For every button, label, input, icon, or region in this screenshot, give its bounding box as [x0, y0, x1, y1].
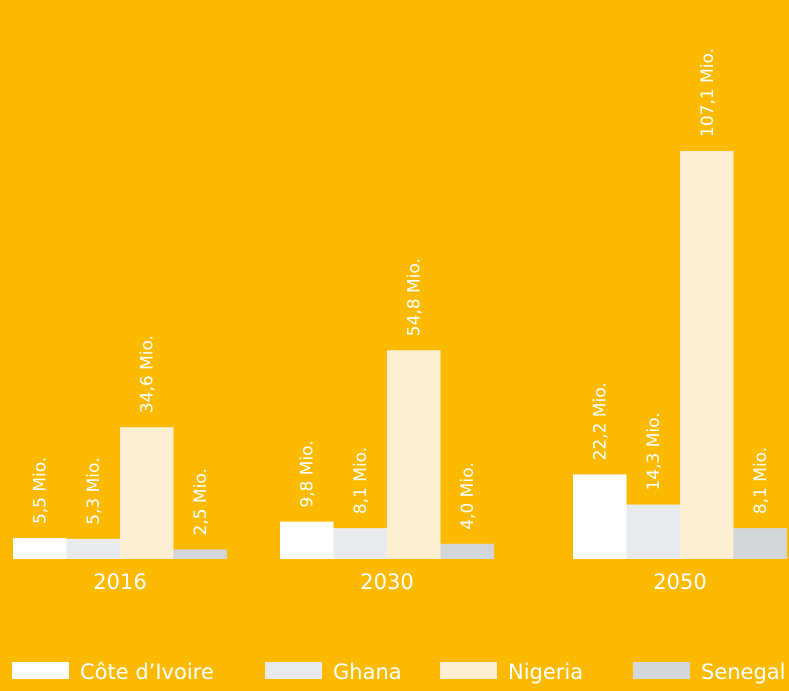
value-label-ghana-2050: 14,3 Mio. — [644, 412, 664, 490]
bar-ghana-2016 — [67, 539, 121, 559]
value-label-cote-d-ivoire-2016: 5,5 Mio. — [31, 457, 51, 524]
category-labels-layer: 2016 2030 2050 — [93, 570, 706, 594]
value-label-ghana-2016: 5,3 Mio. — [84, 457, 104, 524]
category-label-2050: 2050 — [653, 570, 706, 594]
legend: Côte d’Ivoire Ghana Nigeria Senegal — [12, 660, 786, 684]
legend-swatch-cote-d-ivoire — [12, 662, 69, 679]
value-label-senegal-2030: 4,0 Mio. — [458, 462, 478, 529]
legend-label-cote-d-ivoire: Côte d’Ivoire — [80, 660, 214, 684]
bar-ghana-2050 — [627, 505, 681, 559]
value-label-nigeria-2016: 34,6 Mio. — [138, 335, 158, 413]
bar-cote-d-ivoire-2016 — [13, 538, 67, 559]
category-label-2016: 2016 — [93, 570, 146, 594]
legend-item-cote-d-ivoire: Côte d’Ivoire — [12, 660, 214, 684]
value-label-cote-d-ivoire-2050: 22,2 Mio. — [591, 382, 611, 460]
value-label-senegal-2016: 2,5 Mio. — [191, 468, 211, 535]
value-label-ghana-2030: 8,1 Mio. — [351, 447, 371, 514]
legend-swatch-ghana — [265, 662, 322, 679]
legend-label-ghana: Ghana — [333, 660, 402, 684]
value-label-nigeria-2050: 107,1 Mio. — [698, 48, 718, 137]
bar-ghana-2030 — [334, 528, 388, 559]
bars-layer — [13, 151, 787, 559]
value-label-cote-d-ivoire-2030: 9,8 Mio. — [298, 440, 318, 507]
bar-nigeria-2050 — [680, 151, 734, 559]
legend-item-senegal: Senegal — [633, 660, 786, 684]
bar-senegal-2050 — [734, 528, 788, 559]
category-label-2030: 2030 — [360, 570, 413, 594]
value-label-senegal-2050: 8,1 Mio. — [751, 447, 771, 514]
legend-item-ghana: Ghana — [265, 660, 402, 684]
legend-label-senegal: Senegal — [701, 660, 786, 684]
bar-nigeria-2030 — [387, 350, 441, 559]
legend-swatch-senegal — [633, 662, 690, 679]
legend-label-nigeria: Nigeria — [508, 660, 583, 684]
bar-senegal-2030 — [441, 544, 495, 559]
bar-nigeria-2016 — [120, 427, 174, 559]
bar-cote-d-ivoire-2050 — [573, 474, 627, 559]
legend-swatch-nigeria — [440, 662, 497, 679]
legend-item-nigeria: Nigeria — [440, 660, 583, 684]
bar-cote-d-ivoire-2030 — [280, 522, 334, 559]
value-label-nigeria-2030: 54,8 Mio. — [405, 258, 425, 336]
bar-senegal-2016 — [174, 549, 228, 559]
